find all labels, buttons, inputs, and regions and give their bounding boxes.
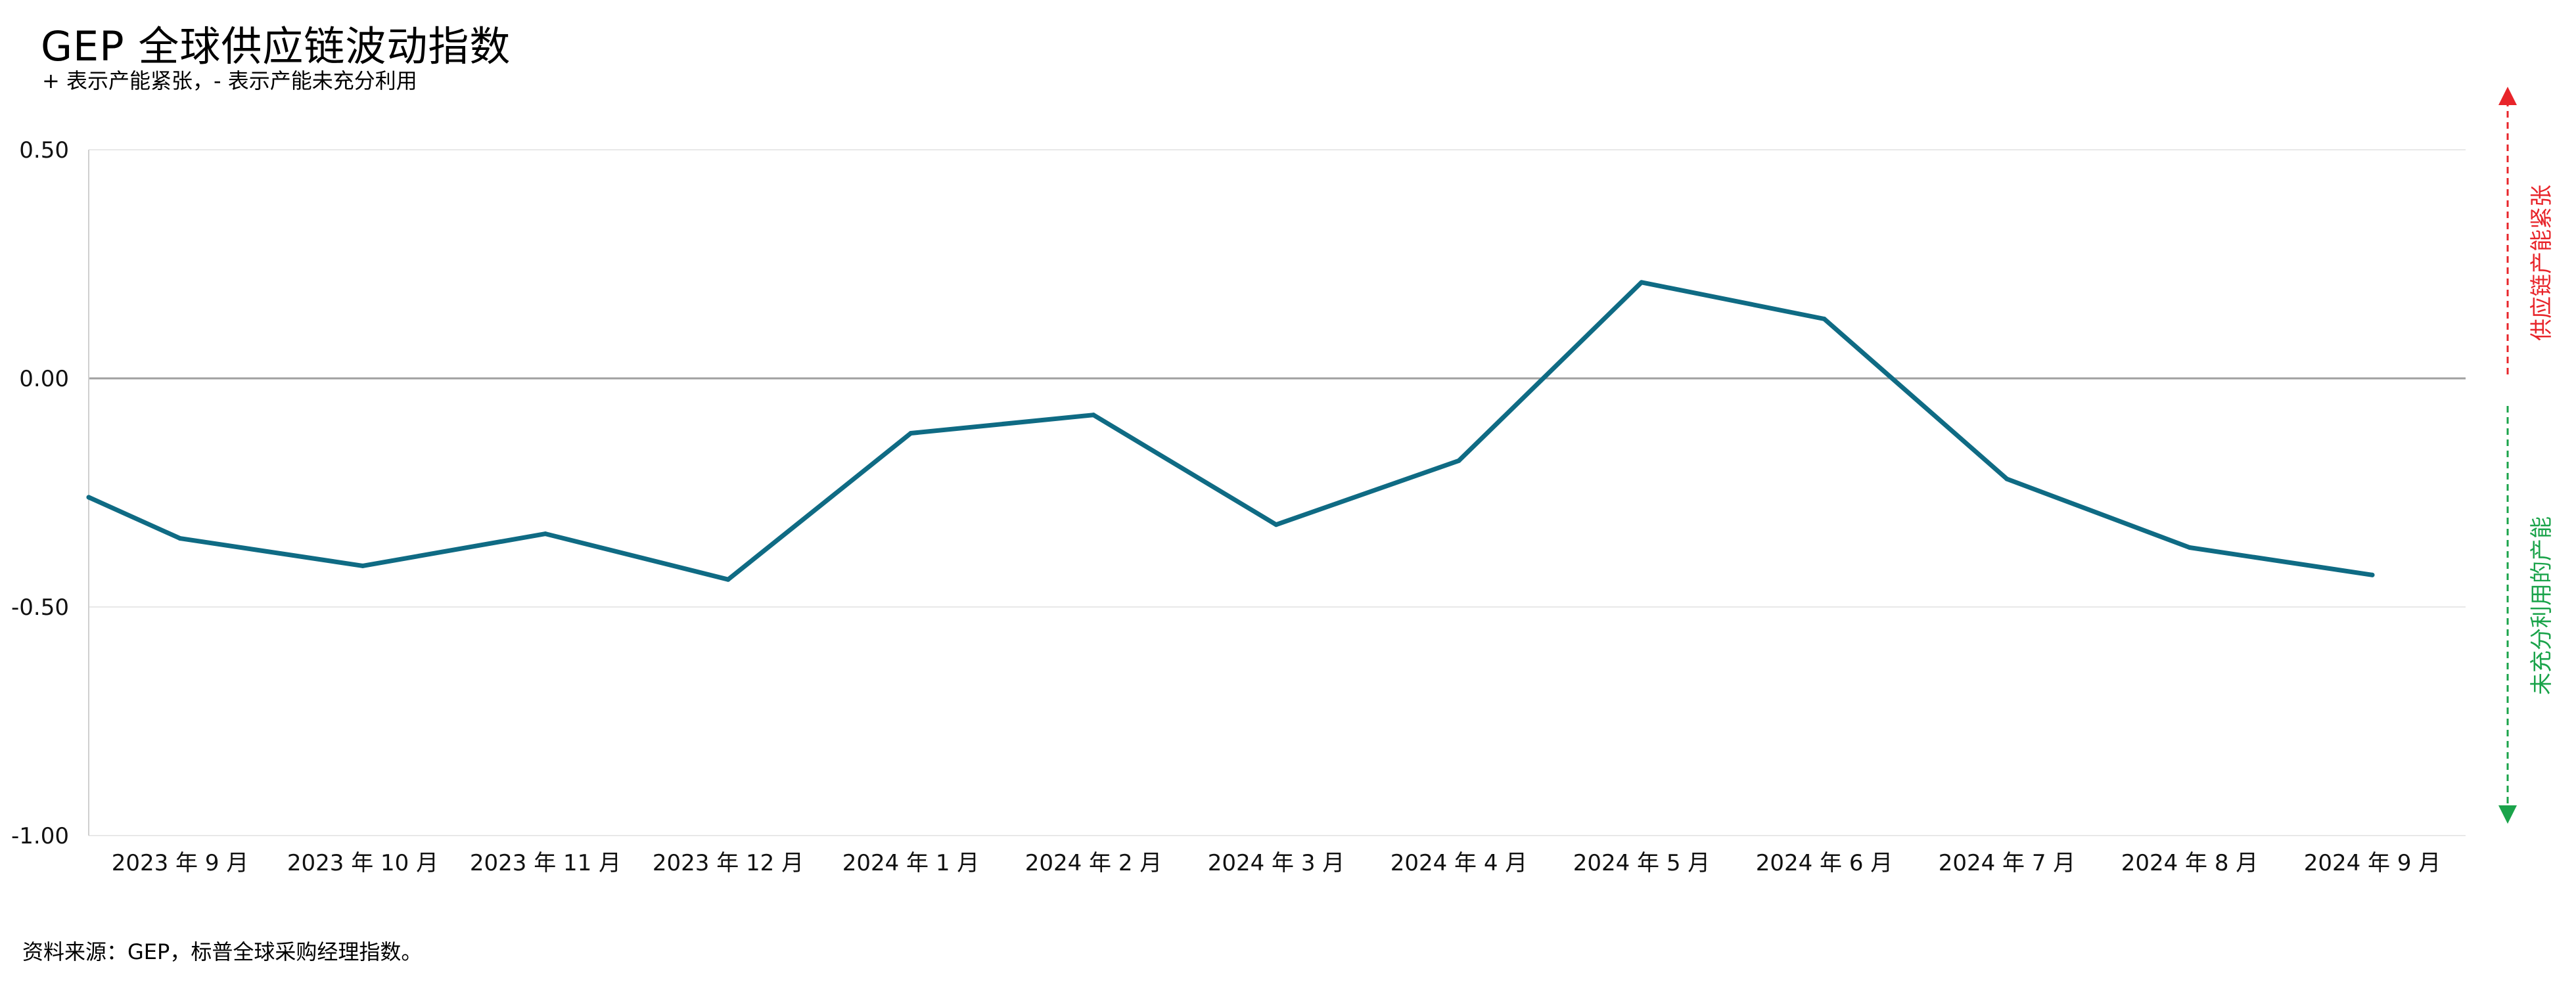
x-tick-label: 2024 年 9 月 xyxy=(2304,850,2441,876)
x-tick-label: 2024 年 1 月 xyxy=(842,850,980,876)
data-point xyxy=(1091,413,1096,418)
data-point xyxy=(908,431,913,436)
x-tick-labels: 2023 年 9 月 2023 年 10 月 2023 年 11 月 2023 年 1… xyxy=(112,850,2441,876)
series-line xyxy=(86,280,2375,582)
data-point xyxy=(725,577,731,582)
x-tick-label: 2023 年 10 月 xyxy=(287,850,438,876)
y-tick-label: -0.50 xyxy=(11,594,69,621)
y-tick-label: 0.00 xyxy=(19,366,69,392)
down-side-label: 未充分利用的产能 xyxy=(2529,516,2555,695)
data-point xyxy=(2004,476,2010,482)
data-point xyxy=(2370,572,2375,577)
x-tick-label: 2024 年 3 月 xyxy=(1208,850,1345,876)
data-point xyxy=(2187,545,2192,550)
x-tick-label: 2023 年 9 月 xyxy=(112,850,249,876)
y-tick-labels: 0.50 0.00 -0.50 -1.00 xyxy=(11,137,69,849)
up-arrow-head xyxy=(2498,87,2517,105)
data-point xyxy=(1274,522,1279,527)
x-tick-label: 2024 年 4 月 xyxy=(1391,850,1528,876)
x-tick-label: 2024 年 8 月 xyxy=(2121,850,2259,876)
y-tick-label: -1.00 xyxy=(11,823,69,849)
chart-title: GEP 全球供应链波动指数 xyxy=(41,22,511,70)
data-point xyxy=(177,536,183,541)
chart-source: 资料来源：GEP，标普全球采购经理指数。 xyxy=(22,939,423,964)
gridlines xyxy=(89,149,2466,836)
y-tick-label: 0.50 xyxy=(19,137,69,164)
down-arrow-head xyxy=(2498,805,2517,824)
data-point xyxy=(1822,317,1827,322)
up-side-label: 供应链产能紧张 xyxy=(2529,185,2555,341)
data-point xyxy=(360,563,365,568)
data-point xyxy=(1456,458,1461,463)
x-tick-label: 2024 年 5 月 xyxy=(1573,850,1711,876)
series xyxy=(86,280,2375,582)
x-tick-label: 2024 年 2 月 xyxy=(1025,850,1162,876)
x-tick-label: 2024 年 6 月 xyxy=(1756,850,1893,876)
data-point xyxy=(86,495,91,500)
side-indicators: 供应链产能紧张 未充分利用的产能 xyxy=(2498,87,2555,824)
data-point xyxy=(1639,280,1644,285)
data-point xyxy=(543,531,548,537)
x-tick-label: 2023 年 11 月 xyxy=(470,850,621,876)
x-tick-label: 2023 年 12 月 xyxy=(653,850,804,876)
chart-subtitle: + 表示产能紧张，- 表示产能未充分利用 xyxy=(42,68,417,93)
x-tick-label: 2024 年 7 月 xyxy=(1939,850,2076,876)
